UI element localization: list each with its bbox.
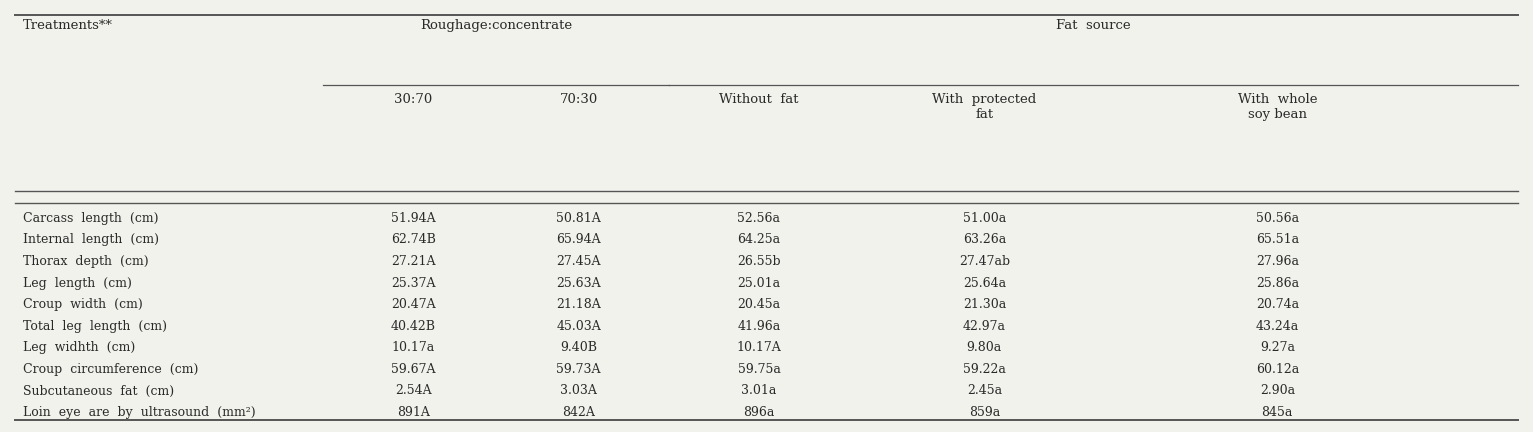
Text: 50.56a: 50.56a <box>1256 212 1298 225</box>
Text: 3.03A: 3.03A <box>560 384 598 397</box>
Text: 27.21A: 27.21A <box>391 255 435 268</box>
Text: 27.96a: 27.96a <box>1256 255 1298 268</box>
Text: 30:70: 30:70 <box>394 93 432 106</box>
Text: Croup  circumference  (cm): Croup circumference (cm) <box>23 363 198 376</box>
Text: 40.42B: 40.42B <box>391 320 435 333</box>
Text: 20.45a: 20.45a <box>737 298 780 311</box>
Text: 59.22a: 59.22a <box>963 363 1006 376</box>
Text: Fat  source: Fat source <box>1056 19 1130 32</box>
Text: 51.94A: 51.94A <box>391 212 435 225</box>
Text: 9.40B: 9.40B <box>560 341 598 354</box>
Text: 9.80a: 9.80a <box>967 341 1003 354</box>
Text: 21.18A: 21.18A <box>556 298 601 311</box>
Text: Croup  width  (cm): Croup width (cm) <box>23 298 143 311</box>
Text: Roughage:concentrate: Roughage:concentrate <box>420 19 572 32</box>
Text: 891A: 891A <box>397 406 429 419</box>
Text: 25.86a: 25.86a <box>1256 276 1298 289</box>
Text: 70:30: 70:30 <box>560 93 598 106</box>
Text: 25.63A: 25.63A <box>556 276 601 289</box>
Text: 3.01a: 3.01a <box>742 384 777 397</box>
Text: 64.25a: 64.25a <box>737 233 780 246</box>
Text: 842A: 842A <box>563 406 595 419</box>
Text: 2.45a: 2.45a <box>967 384 1003 397</box>
Text: 896a: 896a <box>744 406 774 419</box>
Text: 59.67A: 59.67A <box>391 363 435 376</box>
Text: Treatments**: Treatments** <box>23 19 113 32</box>
Text: 52.56a: 52.56a <box>737 212 780 225</box>
Text: 63.26a: 63.26a <box>963 233 1006 246</box>
Text: 65.94A: 65.94A <box>556 233 601 246</box>
Text: Subcutaneous  fat  (cm): Subcutaneous fat (cm) <box>23 384 173 397</box>
Text: 41.96a: 41.96a <box>737 320 780 333</box>
Text: 65.51a: 65.51a <box>1256 233 1298 246</box>
Text: Internal  length  (cm): Internal length (cm) <box>23 233 159 246</box>
Text: 2.90a: 2.90a <box>1260 384 1295 397</box>
Text: 62.74B: 62.74B <box>391 233 435 246</box>
Text: Loin  eye  are  by  ultrasound  (mm²): Loin eye are by ultrasound (mm²) <box>23 406 256 419</box>
Text: 60.12a: 60.12a <box>1256 363 1298 376</box>
Text: 20.74a: 20.74a <box>1256 298 1298 311</box>
Text: 10.17a: 10.17a <box>392 341 435 354</box>
Text: Total  leg  length  (cm): Total leg length (cm) <box>23 320 167 333</box>
Text: Leg  widhth  (cm): Leg widhth (cm) <box>23 341 135 354</box>
Text: 43.24a: 43.24a <box>1256 320 1298 333</box>
Text: 25.01a: 25.01a <box>737 276 780 289</box>
Text: With  protected
fat: With protected fat <box>932 93 1036 121</box>
Text: 51.00a: 51.00a <box>963 212 1006 225</box>
Text: Carcass  length  (cm): Carcass length (cm) <box>23 212 158 225</box>
Text: 59.75a: 59.75a <box>737 363 780 376</box>
Text: 27.45A: 27.45A <box>556 255 601 268</box>
Text: Thorax  depth  (cm): Thorax depth (cm) <box>23 255 149 268</box>
Text: With  whole
soy bean: With whole soy bean <box>1237 93 1317 121</box>
Text: Without  fat: Without fat <box>719 93 799 106</box>
Text: 26.55b: 26.55b <box>737 255 780 268</box>
Text: 845a: 845a <box>1262 406 1292 419</box>
Text: 859a: 859a <box>969 406 1000 419</box>
Text: 42.97a: 42.97a <box>963 320 1006 333</box>
Text: 45.03A: 45.03A <box>556 320 601 333</box>
Text: 25.37A: 25.37A <box>391 276 435 289</box>
Text: 20.47A: 20.47A <box>391 298 435 311</box>
Text: 27.47ab: 27.47ab <box>958 255 1010 268</box>
Text: 50.81A: 50.81A <box>556 212 601 225</box>
Text: 10.17A: 10.17A <box>737 341 782 354</box>
Text: 21.30a: 21.30a <box>963 298 1006 311</box>
Text: 25.64a: 25.64a <box>963 276 1006 289</box>
Text: 9.27a: 9.27a <box>1260 341 1295 354</box>
Text: 2.54A: 2.54A <box>396 384 432 397</box>
Text: 59.73A: 59.73A <box>556 363 601 376</box>
Text: Leg  length  (cm): Leg length (cm) <box>23 276 132 289</box>
